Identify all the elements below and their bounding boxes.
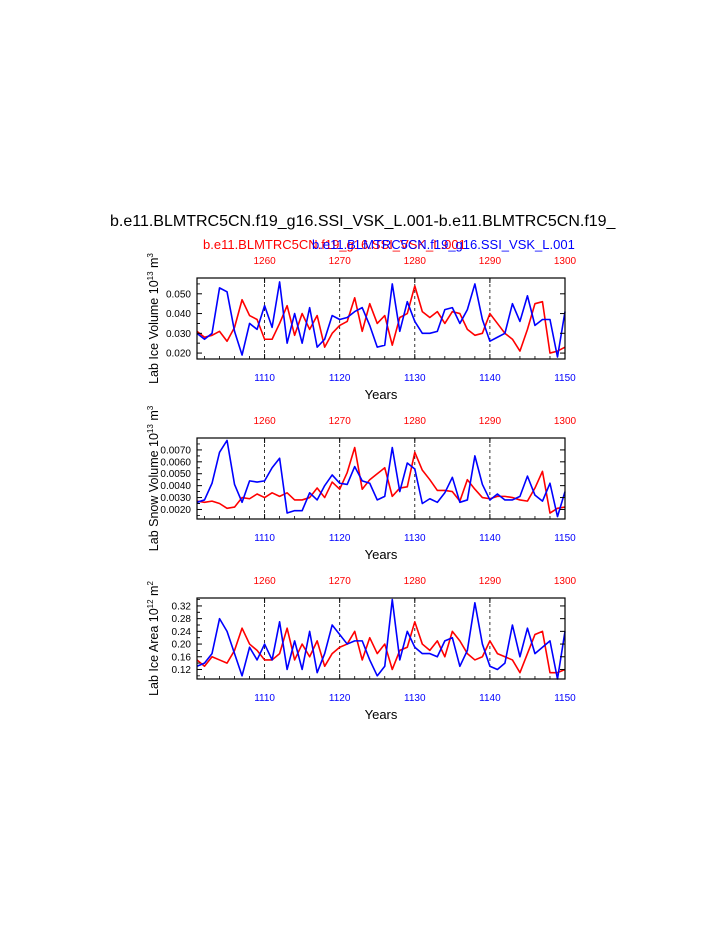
chart2-ytick-label: 0.0040 bbox=[160, 481, 191, 492]
chart3-ylabel: Lab Ice Area 1012 m2 bbox=[146, 581, 161, 696]
chart1-ytick-label: 0.040 bbox=[166, 309, 191, 320]
chart3-xtick-bottom-label: 1140 bbox=[479, 693, 501, 704]
chart2-ylabel-part: Lab Snow Volume 10 bbox=[147, 433, 161, 551]
chart1-xtick-bottom-label: 1140 bbox=[479, 373, 501, 384]
chart3-xtick-bottom-label: 1120 bbox=[329, 693, 351, 704]
chart1-xtick-bottom-label: 1110 bbox=[254, 373, 275, 384]
chart1-xtick-top-label: 1270 bbox=[329, 256, 352, 267]
chart2-ylabel-part: m bbox=[147, 410, 161, 424]
chart3-ytick-label: 0.12 bbox=[172, 665, 192, 676]
chart1-ytick-label: 0.050 bbox=[166, 289, 191, 300]
chart3-xtick-bottom-label: 1150 bbox=[554, 693, 576, 704]
chart2-ytick-label: 0.0050 bbox=[160, 469, 191, 480]
chart2-xtick-top-label: 1260 bbox=[253, 416, 276, 427]
chart3-ylabel-part: Lab Ice Area 10 bbox=[147, 608, 161, 696]
chart2-xtick-bottom-label: 1110 bbox=[254, 533, 275, 544]
chart2-xtick-bottom-label: 1150 bbox=[554, 533, 576, 544]
chart2-series-blue-line bbox=[196, 439, 566, 518]
chart2-xtick-bottom-label: 1140 bbox=[479, 533, 501, 544]
chart3-xtick-bottom-label: 1110 bbox=[254, 693, 275, 704]
subtitle-red-series: b.e11.BLMTRC5CN.f19_g16.SSI_VSK_L.001 bbox=[203, 237, 466, 252]
chart2-series-red-line bbox=[196, 446, 566, 514]
chart2-ylabel-part: 13 bbox=[146, 424, 155, 433]
chart2-xtick-bottom-label: 1130 bbox=[404, 533, 426, 544]
chart2-xtick-top-label: 1290 bbox=[479, 416, 502, 427]
chart1-xtick-bottom-label: 1150 bbox=[554, 373, 576, 384]
chart3-xlabel: Years bbox=[365, 707, 398, 722]
chart3-ytick-label: 0.20 bbox=[172, 640, 192, 651]
chart3-ylabel-part: m bbox=[147, 586, 161, 600]
chart1-ylabel-part: m bbox=[147, 258, 161, 272]
chart1-xtick-top-label: 1300 bbox=[554, 256, 577, 267]
chart3-plot-frame bbox=[196, 597, 566, 680]
chart2-ytick-label: 0.0070 bbox=[160, 445, 191, 456]
chart2-xtick-top-label: 1280 bbox=[404, 416, 427, 427]
chart1-ytick-label: 0.020 bbox=[166, 349, 191, 360]
chart2-ytick-label: 0.0030 bbox=[160, 493, 191, 504]
chart1-ylabel: Lab Ice Volume 1013 m3 bbox=[146, 253, 161, 384]
chart2-ylabel-part: 3 bbox=[146, 405, 155, 410]
chart1-xtick-top-label: 1280 bbox=[404, 256, 427, 267]
chart1-ytick-label: 0.030 bbox=[166, 329, 191, 340]
subtitle-blue-series: b.e11.BLMTRC5CN.f19_g16.SSI_VSK_L.001 bbox=[312, 237, 575, 252]
chart1-xtick-top-label: 1290 bbox=[479, 256, 502, 267]
chart3-series-red-line bbox=[196, 621, 566, 674]
main-title: b.e11.BLMTRC5CN.f19_g16.SSI_VSK_L.001-b.… bbox=[110, 213, 616, 230]
chart2-xtick-bottom-label: 1120 bbox=[329, 533, 351, 544]
chart1-panel: 0.020 0.030 0.040 0.050 1110 1120 1130 1140 1150… bbox=[146, 253, 577, 402]
chart3-xtick-top-label: 1260 bbox=[253, 576, 276, 587]
chart3-panel: 0.12 0.160.20 0.24 0.28 0.32 1110 1120 1130 1140… bbox=[146, 576, 577, 722]
chart2-xtick-top-label: 1270 bbox=[329, 416, 352, 427]
chart1-xtick-bottom-label: 1120 bbox=[329, 373, 351, 384]
chart1-plot-frame bbox=[196, 277, 566, 360]
chart1-xlabel: Years bbox=[365, 387, 398, 402]
chart1-ylabel-part: 3 bbox=[146, 253, 155, 258]
chart3-xtick-bottom-label: 1130 bbox=[404, 693, 426, 704]
chart2-xtick-top-label: 1300 bbox=[554, 416, 577, 427]
chart2-ylabel: Lab Snow Volume 1013 m3 bbox=[146, 405, 161, 551]
chart1-ylabel-part: 13 bbox=[146, 271, 155, 280]
chart2-ytick-label: 0.0060 bbox=[160, 457, 191, 468]
chart1-series-red-line bbox=[196, 285, 566, 354]
chart3-ytick-label: 0.28 bbox=[172, 614, 192, 625]
chart3-ytick-label: 0.32 bbox=[172, 601, 192, 612]
chart3-xtick-top-label: 1280 bbox=[404, 576, 427, 587]
chart3-xtick-top-label: 1300 bbox=[554, 576, 577, 587]
chart3-ytick-label: 0.24 bbox=[172, 627, 192, 638]
chart3-ylabel-part: 12 bbox=[146, 599, 155, 608]
chart2-plot-frame bbox=[196, 437, 566, 520]
chart2-ytick-label: 0.0020 bbox=[160, 505, 191, 516]
chart1-ylabel-part: Lab Ice Volume 10 bbox=[147, 280, 161, 384]
chart1-xtick-top-label: 1260 bbox=[253, 256, 276, 267]
chart3-ylabel-part: 2 bbox=[146, 581, 155, 586]
chart3-xtick-top-label: 1290 bbox=[479, 576, 502, 587]
chart1-series-blue-line bbox=[196, 281, 566, 358]
chart1-xtick-bottom-label: 1130 bbox=[404, 373, 426, 384]
chart2-xlabel: Years bbox=[365, 547, 398, 562]
chart3-ytick-label: 0.16 bbox=[172, 652, 192, 663]
chart3-series-blue-line bbox=[196, 598, 566, 680]
chart3-xtick-top-label: 1270 bbox=[329, 576, 352, 587]
